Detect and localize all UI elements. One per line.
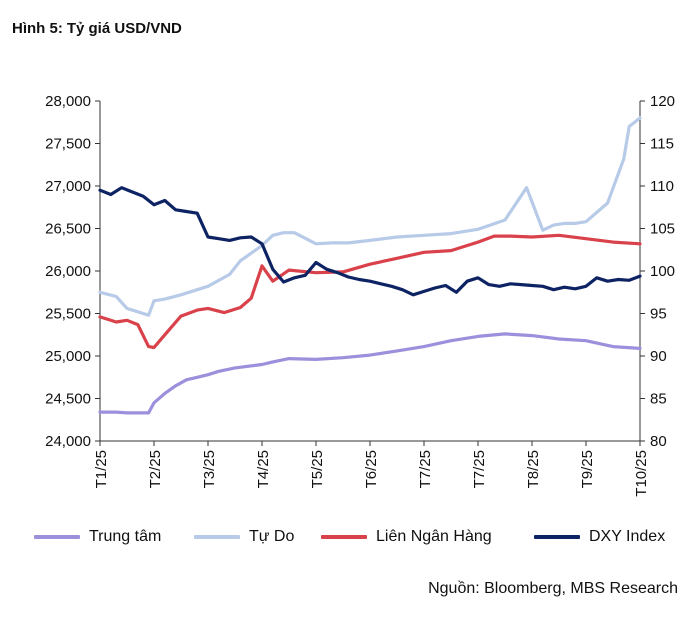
figure-label: Hình 5:	[12, 20, 63, 37]
legend-item: Tự Do	[194, 528, 294, 546]
legend-swatch	[534, 535, 580, 539]
right-tick-label: 90	[650, 348, 667, 365]
chart-legend: Trung tâm Tự Do Liên Ngân Hàng DXY Index	[34, 528, 694, 554]
left-tick-label: 24,000	[45, 433, 91, 450]
x-tick-label: T4/25	[255, 450, 272, 488]
figure-title: Tỷ giá USD/VND	[66, 20, 182, 37]
legend-label: Liên Ngân Hàng	[376, 528, 492, 545]
chart-title: Hình 5: Tỷ giá USD/VND	[12, 20, 182, 37]
right-tick-label: 115	[650, 136, 674, 153]
legend-label: DXY Index	[589, 528, 666, 545]
x-tick-label: T6/25	[363, 450, 380, 488]
x-tick-label: T9/25	[579, 450, 596, 488]
x-tick-label: T10/25	[633, 450, 650, 497]
left-tick-label: 28,000	[45, 93, 91, 110]
left-tick-label: 26,500	[45, 221, 91, 238]
source-note: Nguồn: Bloomberg, MBS Research	[428, 580, 678, 597]
left-tick-label: 26,000	[45, 263, 91, 280]
x-tick-label: T8/25	[525, 450, 542, 488]
right-tick-label: 95	[650, 306, 667, 323]
right-tick-label: 120	[650, 93, 675, 110]
x-tick-label: T5/25	[309, 450, 326, 488]
left-tick-label: 25,000	[45, 348, 91, 365]
right-tick-label: 80	[650, 433, 667, 450]
series-line-1	[98, 116, 642, 317]
right-tick-label: 110	[650, 178, 674, 195]
x-tick-label: T7/25	[471, 450, 488, 488]
right-tick-label: 85	[650, 391, 667, 408]
left-tick-label: 27,500	[45, 136, 91, 153]
left-tick-label: 24,500	[45, 391, 91, 408]
legend-swatch	[321, 535, 367, 539]
left-tick-label: 27,000	[45, 178, 91, 195]
x-tick-label: T1/25	[93, 450, 110, 488]
x-tick-label: T2/25	[147, 450, 164, 488]
right-tick-label: 100	[650, 263, 675, 280]
legend-item: Trung tâm	[34, 528, 161, 546]
x-tick-label: T3/25	[201, 450, 218, 488]
legend-item: Liên Ngân Hàng	[321, 528, 492, 546]
series-line-2	[98, 233, 642, 350]
legend-label: Trung tâm	[89, 528, 162, 545]
series-line-3	[98, 186, 642, 297]
legend-item: DXY Index	[534, 528, 665, 546]
x-tick-label: T7/25	[417, 450, 434, 488]
right-tick-label: 105	[650, 221, 675, 238]
legend-swatch	[194, 535, 240, 539]
legend-swatch	[34, 535, 80, 539]
left-tick-label: 25,500	[45, 306, 91, 323]
legend-label: Tự Do	[249, 528, 295, 545]
series-line-0	[98, 332, 642, 415]
